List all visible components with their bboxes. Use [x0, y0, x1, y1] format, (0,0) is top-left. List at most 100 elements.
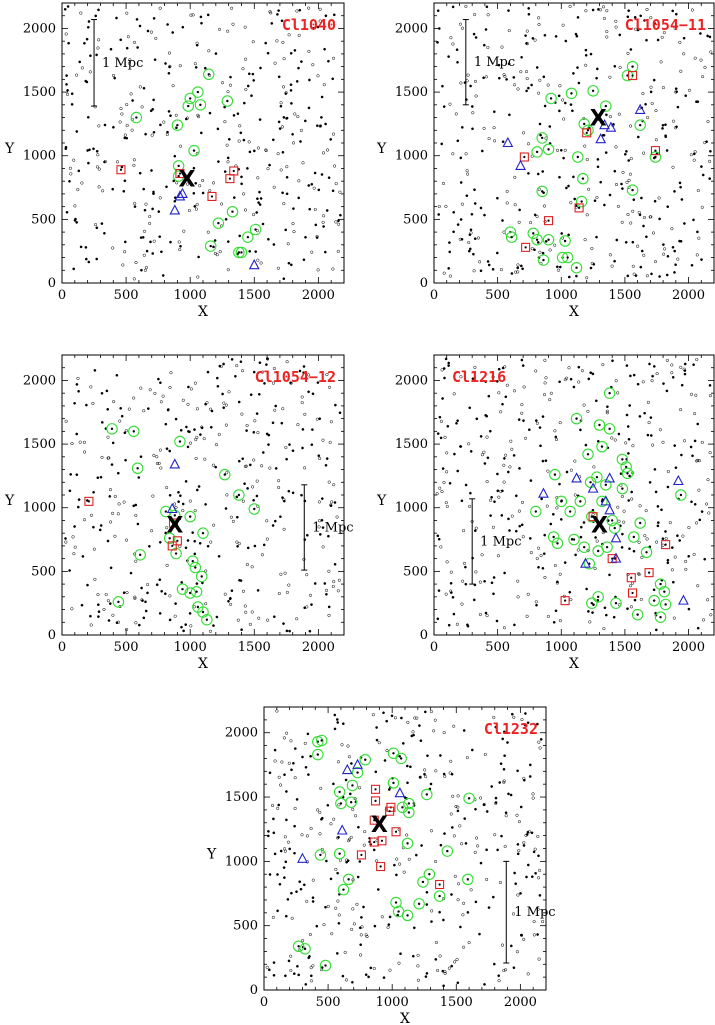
galaxy-point: [364, 933, 368, 937]
galaxy-point: [287, 33, 291, 37]
galaxy-point: [78, 60, 82, 64]
galaxy-point: [77, 498, 81, 501]
member-circle-core: [582, 122, 586, 126]
galaxy-point: [106, 599, 110, 603]
member-circle: [189, 561, 202, 574]
galaxy-point: [135, 18, 139, 21]
galaxy-point: [546, 83, 550, 87]
galaxy-point: [186, 539, 190, 542]
galaxy-point: [387, 788, 391, 791]
galaxy-point: [482, 126, 486, 130]
galaxy-point: [499, 489, 503, 493]
panel-3: 00500500100010001500150020002000XYCl1054…: [4, 354, 354, 672]
galaxy-point: [614, 19, 618, 23]
galaxy-point: [585, 276, 589, 280]
galaxy-point: [295, 890, 298, 894]
galaxy-point: [293, 49, 297, 52]
galaxy-point: [443, 971, 447, 975]
galaxy-point: [636, 135, 640, 139]
galaxy-point: [625, 364, 629, 367]
galaxy-point: [317, 188, 321, 192]
galaxy-point: [429, 710, 433, 714]
galaxy-point: [456, 981, 460, 985]
galaxy-point: [330, 500, 334, 504]
galaxy-point: [532, 850, 536, 854]
galaxy-point: [344, 778, 348, 782]
galaxy-point: [556, 268, 561, 272]
galaxy-point: [627, 9, 631, 13]
member-circle: [654, 578, 667, 590]
galaxy-point: [555, 265, 559, 269]
member-circle: [169, 509, 181, 522]
galaxy-point: [284, 445, 288, 450]
galaxy-point: [504, 811, 508, 815]
galaxy-point: [199, 433, 202, 436]
galaxy-point: [216, 127, 220, 131]
galaxy-point: [276, 152, 280, 156]
galaxy-point: [214, 52, 218, 55]
x-tick-label: 500: [114, 288, 139, 303]
galaxy-point: [144, 265, 148, 270]
galaxy-point: [692, 158, 696, 162]
galaxy-point: [129, 571, 133, 575]
galaxy-point: [494, 796, 498, 800]
galaxy-point: [579, 535, 583, 539]
galaxy-point: [313, 207, 317, 212]
galaxy-point: [534, 369, 538, 373]
galaxy-point: [203, 457, 207, 461]
galaxy-point: [195, 202, 199, 207]
galaxy-point: [357, 825, 360, 829]
galaxy-point: [537, 16, 541, 20]
galaxy-point: [643, 534, 647, 538]
member-circle: [395, 752, 407, 765]
galaxy-point: [324, 588, 329, 592]
galaxy-point: [629, 48, 633, 51]
member-circle-core: [598, 423, 601, 427]
member-circle: [616, 482, 629, 495]
galaxy-point: [464, 582, 468, 586]
y-tick-label: 2000: [225, 726, 258, 741]
galaxy-point: [352, 922, 356, 926]
galaxy-point: [531, 792, 535, 796]
galaxy-point: [478, 932, 481, 936]
galaxy-point: [613, 259, 616, 263]
member-square: [84, 496, 94, 506]
galaxy-point: [440, 142, 444, 146]
galaxy-point: [84, 246, 88, 249]
galaxy-point: [551, 512, 555, 516]
galaxy-point: [489, 514, 492, 517]
galaxy-point: [687, 88, 692, 92]
galaxy-point: [222, 401, 226, 405]
galaxy-point: [275, 39, 279, 43]
galaxy-point: [125, 46, 129, 50]
galaxy-point: [200, 21, 203, 25]
galaxy-point: [512, 454, 516, 457]
galaxy-point: [444, 592, 448, 596]
galaxy-point: [397, 961, 401, 965]
galaxy-point: [554, 437, 559, 442]
galaxy-point: [172, 179, 176, 183]
galaxy-point: [497, 974, 501, 978]
galaxy-point: [654, 138, 658, 142]
galaxy-point: [590, 246, 594, 251]
galaxy-point: [662, 252, 666, 256]
galaxy-point: [563, 561, 567, 564]
member-square-core: [577, 206, 581, 210]
galaxy-point: [652, 78, 656, 82]
galaxy-point: [514, 494, 518, 498]
galaxy-point: [295, 798, 299, 801]
galaxy-point: [700, 165, 703, 168]
galaxy-point: [447, 361, 451, 365]
galaxy-point: [586, 409, 590, 413]
galaxy-point: [272, 615, 276, 619]
galaxy-point: [133, 205, 137, 208]
galaxy-point: [643, 19, 646, 22]
galaxy-point: [310, 250, 314, 254]
galaxy-point: [406, 781, 409, 785]
galaxy-point: [449, 591, 453, 594]
galaxy-point: [191, 13, 195, 17]
galaxy-point: [164, 531, 168, 535]
galaxy-point: [603, 606, 607, 610]
galaxy-point: [168, 385, 172, 390]
galaxy-point: [533, 248, 536, 252]
